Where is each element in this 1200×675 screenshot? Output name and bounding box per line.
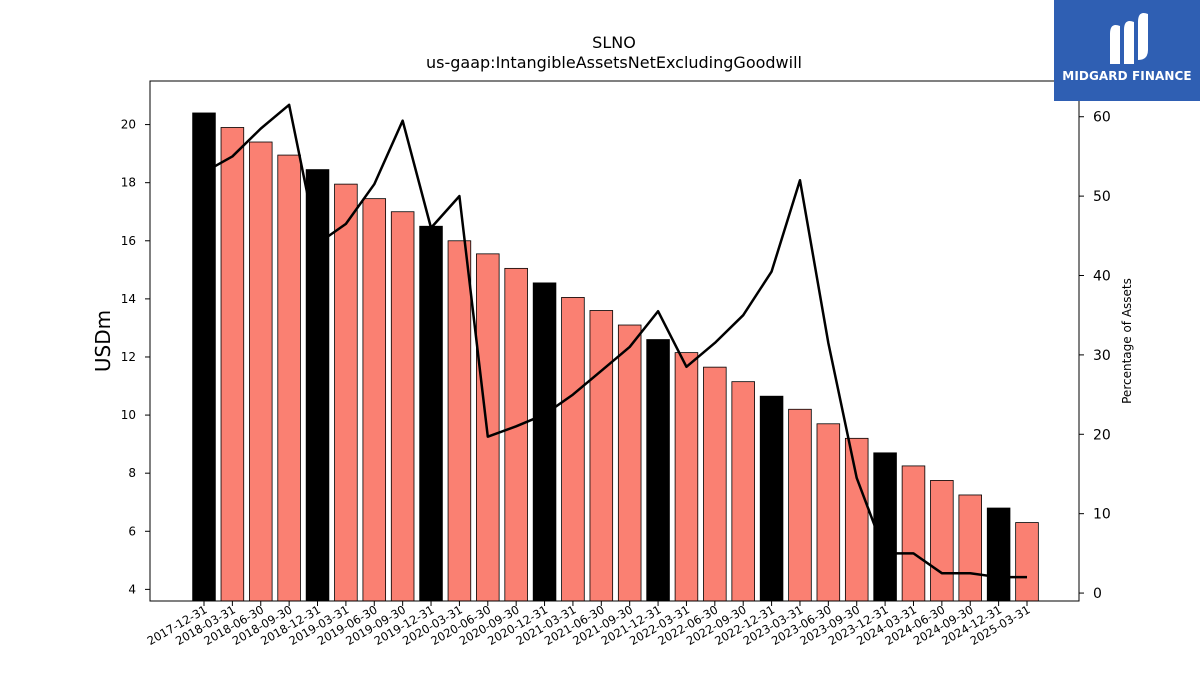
y-tick-label: 8 xyxy=(128,466,136,480)
chart-title: SLNO xyxy=(592,33,636,52)
brand-name: MIDGARD FINANCE xyxy=(1062,69,1192,83)
bar-2021-09-30 xyxy=(617,324,642,602)
chart-subtitle: us-gaap:IntangibleAssetsNetExcludingGood… xyxy=(426,53,802,72)
bar-2023-06-30 xyxy=(816,423,841,602)
bar-2021-12-31 xyxy=(646,339,670,602)
bar-2018-09-30 xyxy=(277,154,301,602)
y2-tick-label: 20 xyxy=(1093,427,1111,443)
y2-tick-label: 60 xyxy=(1093,110,1111,126)
bar-2018-06-30 xyxy=(249,141,273,602)
y-tick-label: 4 xyxy=(128,582,136,596)
y2-tick-label: 0 xyxy=(1093,586,1102,602)
y2-tick-label: 10 xyxy=(1093,507,1111,523)
y2-axis-label: Percentage of Assets xyxy=(1120,278,1134,404)
bar-2018-12-31 xyxy=(305,169,330,602)
bar-2019-06-30 xyxy=(362,198,387,602)
bar-2022-03-31 xyxy=(674,352,699,602)
bar-2024-12-31 xyxy=(986,507,1011,602)
bar-2024-06-30 xyxy=(930,480,954,602)
bar-2023-12-31 xyxy=(873,452,897,602)
bar-2018-03-31 xyxy=(220,127,245,602)
y-tick-label: 16 xyxy=(121,234,136,248)
bar-2022-09-30 xyxy=(731,381,755,602)
bar-2019-03-31 xyxy=(334,183,358,602)
y-axis: 4 6 8 10 12 14 16 18 20 xyxy=(121,118,150,596)
y2-axis: 0 10 20 30 40 50 60 xyxy=(1079,110,1111,602)
bar-2021-03-31 xyxy=(561,297,585,602)
y2-tick-label: 30 xyxy=(1093,348,1111,364)
midgard-logo-icon xyxy=(1110,13,1148,64)
bar-2019-12-31 xyxy=(419,225,443,602)
bar-2017-12-31 xyxy=(192,112,216,602)
bar-2023-09-30 xyxy=(844,437,869,602)
bar-2024-09-30 xyxy=(958,494,982,602)
y-tick-label: 14 xyxy=(121,292,136,306)
y-tick-label: 6 xyxy=(128,524,136,538)
y-tick-label: 10 xyxy=(121,408,136,422)
bars-layer xyxy=(192,112,1039,602)
bar-2023-03-31 xyxy=(788,408,812,602)
bar-2019-09-30 xyxy=(390,211,415,602)
line-layer xyxy=(203,103,1027,579)
bar-2022-06-30 xyxy=(703,366,727,602)
brand-logo: MIDGARD FINANCE xyxy=(1054,0,1200,101)
bar-2021-06-30 xyxy=(589,310,614,602)
bar-2022-12-31 xyxy=(759,395,784,602)
y-tick-label: 20 xyxy=(121,118,136,132)
bar-2020-12-31 xyxy=(532,282,557,602)
bar-2020-09-30 xyxy=(504,267,528,602)
y2-tick-label: 40 xyxy=(1093,269,1111,285)
bar-2024-03-31 xyxy=(901,465,926,602)
bar-2025-03-31 xyxy=(1015,522,1039,602)
x-axis: 2017-12-312018-03-312018-06-302018-09-30… xyxy=(145,601,1033,648)
y2-tick-label: 50 xyxy=(1093,189,1111,205)
y-tick-label: 12 xyxy=(121,350,136,364)
y-tick-label: 18 xyxy=(121,176,136,190)
plot-frame xyxy=(149,80,1080,602)
percentage-line xyxy=(203,103,1027,579)
bar-2020-03-31 xyxy=(447,240,472,602)
y-axis-label: USDm xyxy=(91,310,115,372)
